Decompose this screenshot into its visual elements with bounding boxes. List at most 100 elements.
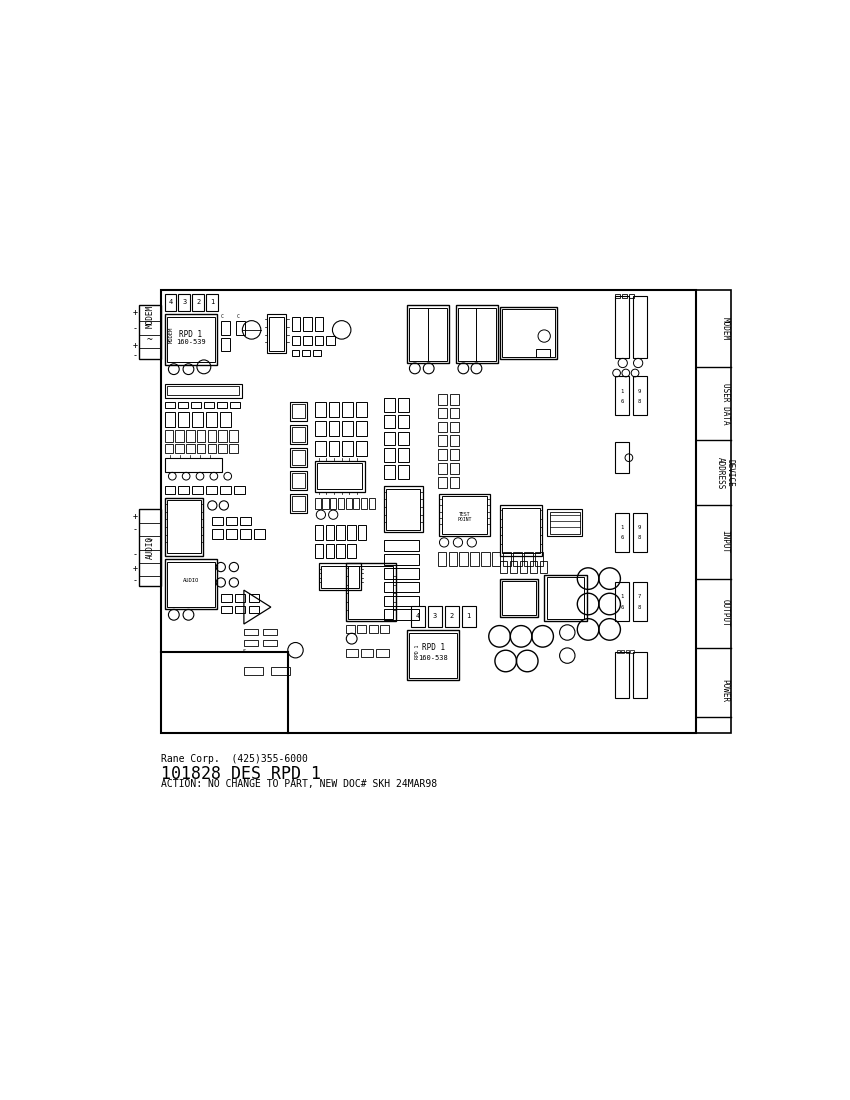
Bar [337, 525, 345, 540]
Bar [186, 443, 195, 453]
Bar [197, 430, 206, 441]
Bar [462, 605, 476, 627]
Bar [326, 544, 334, 558]
Bar [343, 402, 354, 417]
Text: 6: 6 [620, 536, 624, 540]
Bar [509, 561, 518, 573]
Text: 6: 6 [620, 605, 624, 609]
Text: 1: 1 [467, 614, 471, 619]
Bar [632, 296, 647, 358]
Bar [165, 294, 176, 310]
Bar [398, 398, 409, 411]
Bar [314, 441, 326, 456]
Text: 1: 1 [210, 299, 214, 305]
Bar [190, 402, 201, 408]
Bar [217, 402, 227, 408]
Bar [326, 525, 334, 540]
Bar [292, 404, 304, 418]
Bar [502, 508, 540, 553]
Text: 8: 8 [638, 399, 641, 404]
Text: +: + [133, 308, 138, 318]
Bar [407, 630, 460, 680]
Bar [230, 443, 238, 453]
Bar [502, 552, 511, 565]
Bar [438, 449, 447, 460]
Text: DEVICE
ADDRESS: DEVICE ADDRESS [716, 456, 735, 488]
Bar [387, 488, 420, 530]
Text: ~: ~ [147, 334, 153, 345]
Bar [292, 317, 300, 331]
Bar [358, 525, 366, 540]
Bar [438, 436, 447, 447]
Bar [536, 349, 550, 356]
Bar [547, 509, 582, 537]
Text: -: - [133, 351, 138, 360]
Bar [616, 650, 620, 653]
Bar [343, 420, 354, 436]
Text: C: C [236, 315, 239, 319]
Text: 4: 4 [416, 614, 420, 619]
Bar [384, 431, 394, 446]
Bar [139, 305, 161, 359]
Text: AUDIO: AUDIO [145, 536, 155, 560]
Text: 6: 6 [620, 399, 624, 404]
Bar [230, 430, 238, 441]
Text: INPUT: INPUT [721, 530, 729, 553]
Bar [221, 321, 230, 334]
Bar [500, 561, 507, 573]
Bar [212, 517, 223, 525]
Text: MODEM: MODEM [721, 317, 729, 340]
Bar [303, 337, 312, 345]
Text: AUDIO: AUDIO [183, 579, 199, 583]
Text: -: - [133, 323, 138, 333]
Bar [346, 497, 352, 509]
Bar [384, 486, 422, 532]
Bar [314, 402, 326, 417]
Bar [236, 321, 246, 334]
Bar [347, 525, 355, 540]
Bar [361, 497, 367, 509]
Bar [450, 477, 460, 487]
Bar [347, 544, 355, 558]
Bar [254, 528, 264, 539]
Bar [290, 402, 307, 420]
Bar [329, 402, 339, 417]
Bar [290, 471, 307, 491]
Bar [337, 544, 345, 558]
Text: 101828 DES RPD 1: 101828 DES RPD 1 [161, 764, 320, 783]
Bar [398, 449, 409, 462]
Bar [337, 497, 344, 509]
Bar [696, 290, 730, 733]
Text: ~: ~ [147, 536, 153, 546]
Bar [314, 544, 323, 558]
Text: USER DATA: USER DATA [721, 383, 729, 425]
Bar [165, 458, 223, 472]
Bar [530, 561, 537, 573]
Bar [321, 565, 359, 587]
Bar [314, 317, 323, 331]
Bar [450, 449, 460, 460]
Bar [547, 578, 584, 618]
Bar [165, 486, 175, 494]
Bar [398, 415, 409, 429]
Bar [384, 568, 419, 579]
Bar [204, 402, 214, 408]
Bar [380, 625, 389, 632]
Bar [500, 307, 558, 359]
Text: RPD 1: RPD 1 [422, 644, 445, 652]
Text: MODEM: MODEM [169, 327, 174, 342]
Bar [410, 632, 457, 678]
Bar [226, 528, 237, 539]
Bar [207, 411, 217, 427]
Bar [292, 496, 304, 510]
Bar [139, 509, 161, 586]
Bar [178, 411, 190, 427]
Text: POWER: POWER [721, 679, 729, 702]
Bar [438, 463, 447, 474]
Bar [615, 583, 629, 620]
Bar [428, 605, 442, 627]
Text: RPD 1: RPD 1 [179, 330, 202, 339]
Bar [220, 411, 231, 427]
Text: Rane Corp.  (425)355-6000: Rane Corp. (425)355-6000 [161, 755, 308, 764]
Bar [450, 394, 460, 405]
